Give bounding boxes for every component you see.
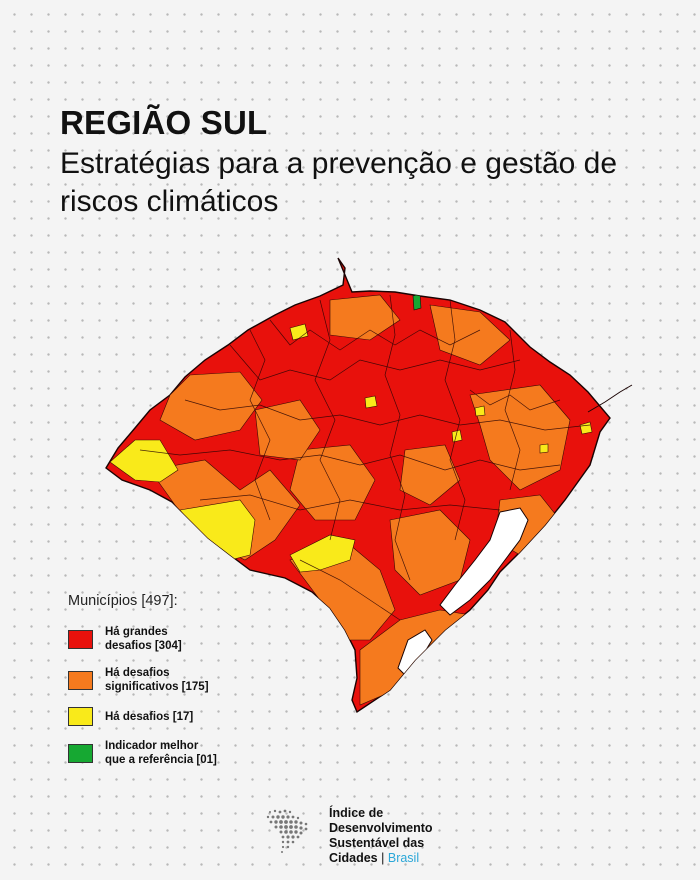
- logo-line: Sustentável das: [329, 836, 425, 850]
- region-yellow-east2: [539, 443, 549, 454]
- legend-label: Indicador melhor que a referência [01]: [105, 740, 217, 766]
- logo-text: Índice de Desenvolvimento Sustentável da…: [329, 806, 469, 866]
- coastline-line: [587, 384, 633, 413]
- legend-item-melhor: Indicador melhor que a referência [01]: [68, 739, 275, 767]
- idsc-logo: Índice de Desenvolvimento Sustentável da…: [262, 806, 469, 866]
- legend-item-significativos: Há desafios significativos [175]: [68, 666, 275, 694]
- legend-item-desafios: Há desafios [17]: [68, 707, 275, 726]
- region-green: [412, 293, 422, 311]
- legend-swatch-red: [68, 629, 93, 649]
- page-title: REGIÃO SUL: [60, 104, 268, 141]
- legend-label: Há desafios significativos [175]: [105, 667, 209, 693]
- region-yellow-north: [289, 323, 309, 341]
- region-yellow-center: [364, 395, 378, 409]
- region-yellow-far-west: [109, 439, 179, 483]
- map-legend: Municípios [497]: Há grandes desafios [3…: [68, 593, 275, 780]
- region-orange-west: [159, 371, 263, 441]
- region-yellow-southwest: [179, 499, 256, 561]
- logo-line-last: Cidades | Brasil: [329, 851, 469, 866]
- legend-label: Há desafios [17]: [105, 710, 194, 723]
- logo-line: Índice de: [329, 806, 384, 820]
- logo-separator: |: [381, 851, 385, 865]
- legend-swatch-yellow: [68, 707, 93, 726]
- page-subtitle: Estratégias para a prevenção e gestão de…: [60, 147, 618, 218]
- legend-swatch-orange: [68, 670, 93, 690]
- logo-brand: Brasil: [387, 851, 420, 865]
- logo-line: Desenvolvimento: [329, 821, 433, 835]
- lagoa-dos-patos: [439, 507, 529, 616]
- region-orange-north: [329, 294, 401, 341]
- region-yellow-east3: [474, 405, 486, 417]
- legend-item-grandes: Há grandes desafios [304]: [68, 625, 275, 653]
- legend-swatch-green: [68, 743, 93, 763]
- legend-title: Municípios [497]:: [68, 593, 178, 609]
- logo-line: Cidades: [329, 851, 378, 865]
- legend-label: Há grandes desafios [304]: [105, 626, 182, 652]
- brazil-dots-icon: [266, 809, 308, 853]
- region-orange-mid: [254, 399, 321, 461]
